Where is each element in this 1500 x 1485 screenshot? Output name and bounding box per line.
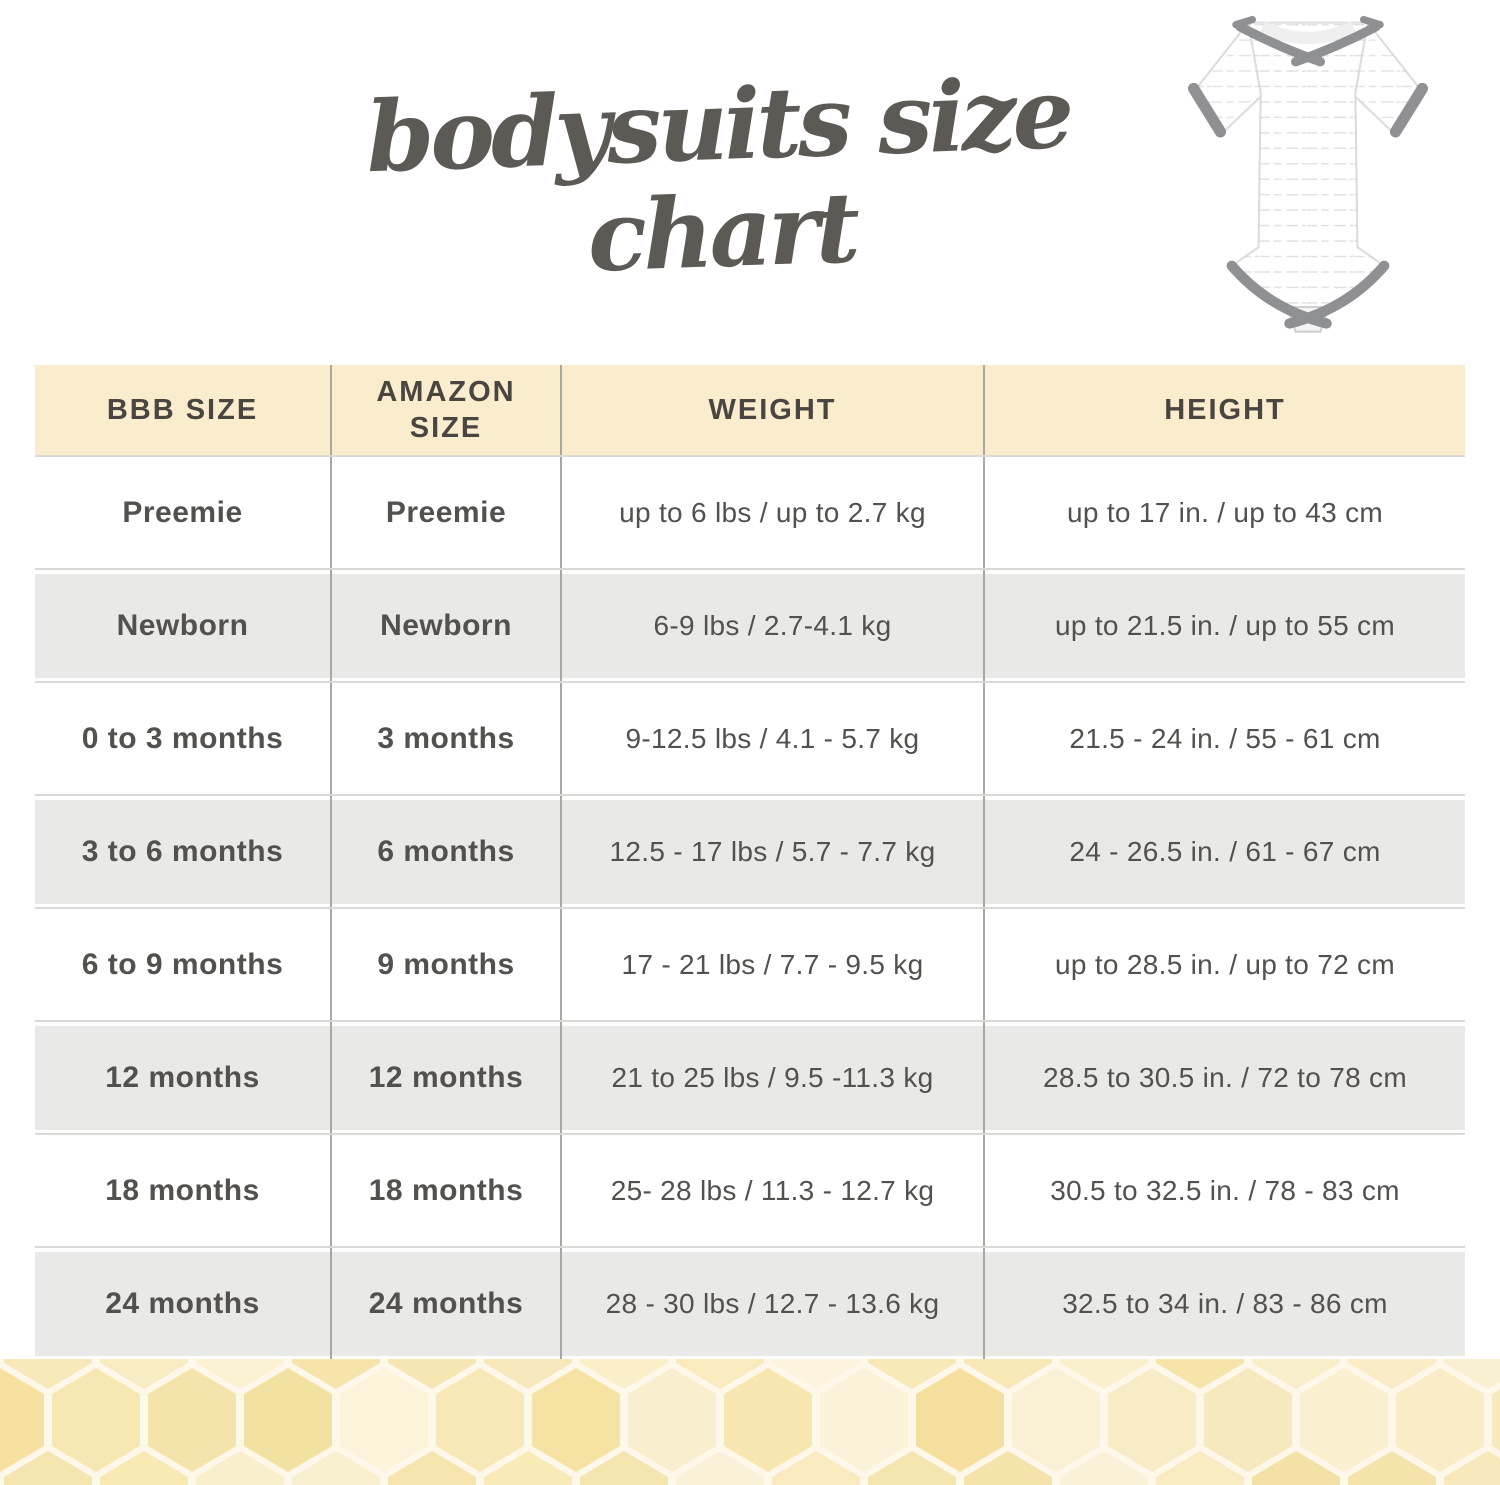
cell-height: 30.5 to 32.5 in. / 78 - 83 cm: [983, 1135, 1465, 1246]
cell-amazon-size: 3 months: [330, 683, 560, 794]
table-row: Preemie Preemie up to 6 lbs / up to 2.7 …: [35, 455, 1465, 568]
honeycomb-pattern: [0, 1359, 1500, 1485]
table-row: 18 months 18 months 25- 28 lbs / 11.3 - …: [35, 1133, 1465, 1246]
cell-bbb-size: 6 to 9 months: [81, 947, 284, 981]
column-header-height: HEIGHT: [983, 365, 1465, 455]
column-header-bbb-size: BBB SIZE: [106, 393, 259, 426]
cell-amazon-size: 24 months: [330, 1248, 560, 1359]
sleeve-cuff-trim: [1187, 82, 1227, 138]
table-row: Newborn Newborn 6-9 lbs / 2.7-4.1 kg up …: [35, 568, 1465, 681]
cell-weight: 12.5 - 17 lbs / 5.7 - 7.7 kg: [560, 796, 983, 907]
page-title: bodysuits size chart: [364, 55, 1072, 294]
table-row: 12 months 12 months 21 to 25 lbs / 9.5 -…: [35, 1020, 1465, 1133]
table-row: 24 months 24 months 28 - 30 lbs / 12.7 -…: [35, 1246, 1465, 1359]
cell-height: 28.5 to 30.5 in. / 72 to 78 cm: [983, 1022, 1465, 1133]
cell-amazon-size: 6 months: [330, 796, 560, 907]
cell-bbb-size: 18 months: [105, 1173, 260, 1207]
cell-weight: 6-9 lbs / 2.7-4.1 kg: [560, 570, 983, 681]
cell-bbb-size: 12 months: [105, 1060, 260, 1094]
cell-amazon-size: Newborn: [330, 570, 560, 681]
leg-trim: [1226, 260, 1332, 329]
cell-amazon-size: Preemie: [330, 457, 560, 568]
cell-height: 24 - 26.5 in. / 61 - 67 cm: [983, 796, 1465, 907]
cell-weight: up to 6 lbs / up to 2.7 kg: [560, 457, 983, 568]
cell-height: 21.5 - 24 in. / 55 - 61 cm: [983, 683, 1465, 794]
cell-height: up to 21.5 in. / up to 55 cm: [983, 570, 1465, 681]
cell-bbb-size: Preemie: [122, 495, 243, 529]
table-body: Preemie Preemie up to 6 lbs / up to 2.7 …: [35, 455, 1465, 1359]
cell-height: up to 17 in. / up to 43 cm: [983, 457, 1465, 568]
cell-height: 32.5 to 34 in. / 83 - 86 cm: [983, 1248, 1465, 1359]
cell-bbb-size: 0 to 3 months: [81, 721, 284, 755]
cell-weight: 9-12.5 lbs / 4.1 - 5.7 kg: [560, 683, 983, 794]
cell-bbb-size: 24 months: [105, 1286, 260, 1320]
cell-bbb-size: 3 to 6 months: [81, 834, 284, 868]
cell-weight: 17 - 21 lbs / 7.7 - 9.5 kg: [560, 909, 983, 1020]
bodysuit-image: [1187, 15, 1429, 333]
cell-height: up to 28.5 in. / up to 72 cm: [983, 909, 1465, 1020]
cell-amazon-size: 12 months: [330, 1022, 560, 1133]
neck-trim: [1290, 22, 1381, 67]
table-header-row: BBB SIZE AMAZON SIZE WEIGHT HEIGHT: [35, 365, 1465, 455]
cell-weight: 25- 28 lbs / 11.3 - 12.7 kg: [560, 1135, 983, 1246]
honeycomb-decoration: [0, 1359, 1500, 1485]
cell-weight: 28 - 30 lbs / 12.7 - 13.6 kg: [560, 1248, 983, 1359]
cell-amazon-size: 18 months: [330, 1135, 560, 1246]
sleeve-cuff-trim: [1389, 82, 1429, 138]
column-header-weight: WEIGHT: [560, 365, 983, 455]
table-row: 3 to 6 months 6 months 12.5 - 17 lbs / 5…: [35, 794, 1465, 907]
cell-bbb-size: Newborn: [116, 608, 249, 642]
cell-amazon-size: 9 months: [330, 909, 560, 1020]
size-table: BBB SIZE AMAZON SIZE WEIGHT HEIGHT Preem…: [35, 365, 1465, 1362]
table-row: 6 to 9 months 9 months 17 - 21 lbs / 7.7…: [35, 907, 1465, 1020]
column-header-amazon-size: AMAZON SIZE: [330, 365, 560, 455]
cell-weight: 21 to 25 lbs / 9.5 -11.3 kg: [560, 1022, 983, 1133]
table-row: 0 to 3 months 3 months 9-12.5 lbs / 4.1 …: [35, 681, 1465, 794]
